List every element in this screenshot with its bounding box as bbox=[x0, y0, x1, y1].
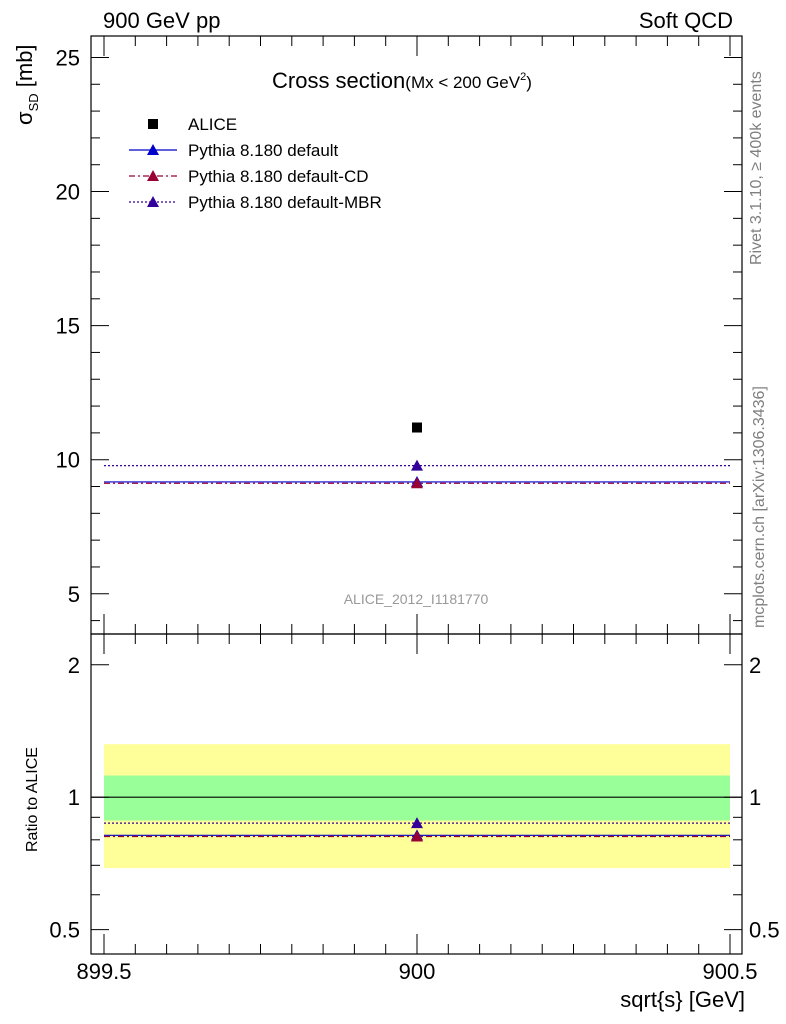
main-y-axis-label: σSD [mb] bbox=[12, 44, 41, 125]
main-panel-axis-ticks: 5 10 15 20 25 bbox=[56, 36, 742, 634]
title-end-text: ) bbox=[526, 73, 532, 92]
ylabel-symbol: σ bbox=[12, 111, 37, 125]
main-chart-title: Cross section(Mx < 200 GeV2) bbox=[272, 68, 532, 93]
triangle-marker bbox=[411, 477, 423, 489]
legend-marker-square bbox=[148, 119, 158, 129]
x-tick-label: 899.5 bbox=[76, 959, 131, 984]
header-right-label: Soft QCD bbox=[639, 8, 733, 33]
ratio-y-tick-label-right: 0.5 bbox=[749, 918, 780, 943]
legend-label: Pythia 8.180 default bbox=[188, 141, 339, 160]
ratio-uncertainty-bands bbox=[91, 744, 742, 869]
mcplots-reference-label: mcplots.cern.ch [arXiv:1306.3436] bbox=[751, 386, 768, 628]
y-tick-label: 5 bbox=[68, 582, 80, 607]
y-tick-label: 20 bbox=[56, 180, 80, 205]
legend-label: ALICE bbox=[188, 115, 237, 134]
analysis-watermark: ALICE_2012_I1181770 bbox=[344, 591, 489, 607]
x-tick-label: 900 bbox=[399, 959, 436, 984]
ratio-y-tick-label: 1 bbox=[68, 785, 80, 810]
rivet-version-label: Rivet 3.1.10, ≥ 400k events bbox=[748, 71, 765, 265]
y-tick-label: 25 bbox=[56, 45, 80, 70]
ratio-data-points bbox=[411, 817, 423, 842]
title-main-text: Cross section bbox=[272, 68, 405, 93]
ratio-triangle-marker bbox=[411, 830, 423, 842]
ratio-panel-axis-ticks: 0.5 0.5 1 1 2 2 899.5 900 900.5 bbox=[49, 634, 780, 984]
ylabel-subscript: SD bbox=[26, 93, 41, 111]
legend-label: Pythia 8.180 default-MBR bbox=[188, 193, 382, 212]
ratio-y-tick-label-right: 1 bbox=[749, 785, 761, 810]
header-left-label: 900 GeV pp bbox=[103, 8, 220, 33]
ratio-y-tick-label: 0.5 bbox=[49, 918, 80, 943]
title-sup-text: 2 bbox=[520, 71, 526, 83]
ratio-y-tick-label: 2 bbox=[68, 653, 80, 678]
y-tick-label: 10 bbox=[56, 448, 80, 473]
inner-uncertainty-band bbox=[104, 775, 730, 821]
legend-marker-triangle bbox=[147, 144, 159, 155]
legend-marker-triangle bbox=[147, 196, 159, 207]
x-tick-label: 900.5 bbox=[702, 959, 757, 984]
main-panel-data-points bbox=[411, 422, 423, 489]
alice-data-point bbox=[412, 422, 422, 433]
ratio-y-axis-label: Ratio to ALICE bbox=[24, 747, 41, 852]
ratio-y-tick-label-right: 2 bbox=[749, 653, 761, 678]
ratio-triangle-marker bbox=[411, 817, 423, 829]
legend: ALICE Pythia 8.180 default Pythia 8.180 de… bbox=[129, 115, 382, 212]
triangle-marker bbox=[411, 459, 423, 471]
ratio-panel-frame bbox=[90, 633, 743, 955]
legend-label: Pythia 8.180 default-CD bbox=[188, 167, 369, 186]
ylabel-unit: [mb] bbox=[12, 44, 37, 93]
y-tick-label: 15 bbox=[56, 314, 80, 339]
x-axis-label: sqrt{s} [GeV] bbox=[620, 987, 745, 1012]
legend-marker-triangle bbox=[147, 170, 159, 181]
title-sub-text: (Mx < 200 GeV bbox=[405, 73, 520, 92]
